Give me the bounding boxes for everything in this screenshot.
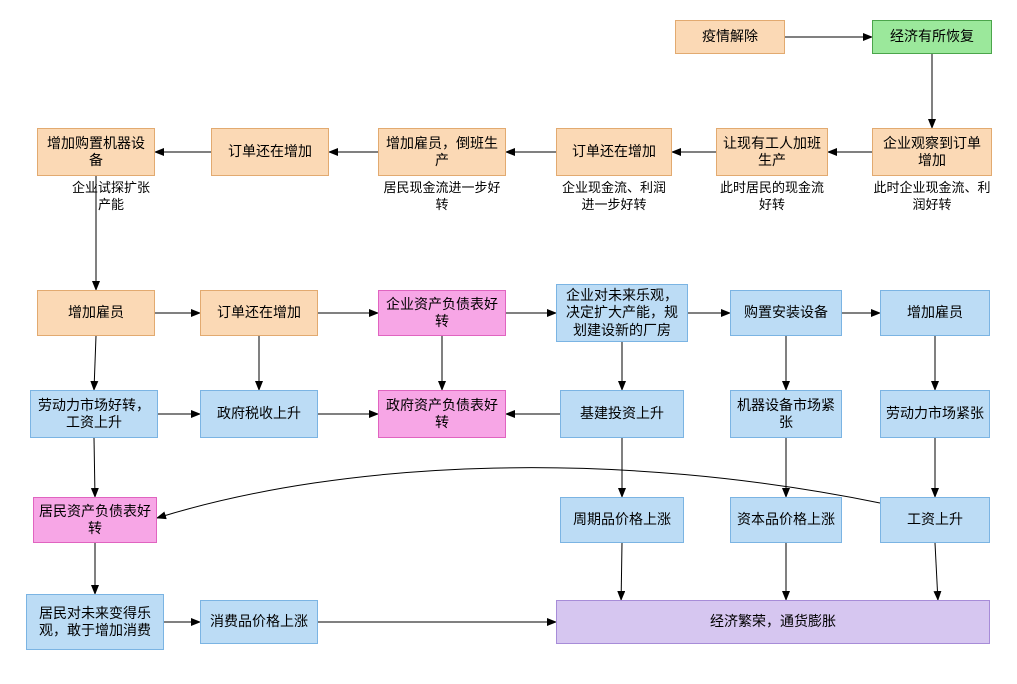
- node-n_optimism: 企业对未来乐观，决定扩大产能，规划建设新的厂房: [556, 284, 688, 342]
- caption-n_more_hire_shift: 居民现金流进一步好转: [378, 180, 506, 214]
- node-n_res_bs: 居民资产负债表好转: [33, 497, 157, 543]
- caption-n_overtime: 此时居民的现金流好转: [716, 180, 828, 214]
- node-n_buy_machine: 增加购置机器设备: [37, 128, 155, 176]
- node-n_tax_up: 政府税收上升: [200, 390, 318, 438]
- edge-13: [94, 336, 96, 390]
- node-n_orders_inc1: 订单还在增加: [556, 128, 672, 176]
- node-n_cycle_price: 周期品价格上涨: [560, 497, 684, 543]
- edge-layer: [0, 0, 1017, 684]
- node-n_cap_price: 资本品价格上涨: [730, 497, 842, 543]
- caption-n_orders_inc1: 企业现金流、利润进一步好转: [556, 180, 672, 214]
- node-n_obs_orders: 企业观察到订单增加: [872, 128, 992, 176]
- node-n_overtime: 让现有工人加班生产: [716, 128, 828, 176]
- node-n_infra_up: 基建投资上升: [560, 390, 684, 438]
- node-n_orders_inc3: 订单还在增加: [200, 290, 318, 336]
- flowchart-canvas: 疫情解除经济有所恢复企业观察到订单增加让现有工人加班生产订单还在增加增加雇员，倒…: [0, 0, 1017, 684]
- node-n_cons_price: 消费品价格上涨: [200, 600, 318, 644]
- edge-29: [621, 543, 622, 600]
- node-n_add_hire1: 增加雇员: [37, 290, 155, 336]
- node-n_corp_bs: 企业资产负债表好转: [378, 290, 506, 336]
- node-n_add_hire2: 增加雇员: [880, 290, 990, 336]
- node-n_res_opt: 居民对未来变得乐观，敢于增加消费: [26, 594, 164, 650]
- node-n_wage_up: 工资上升: [880, 497, 990, 543]
- node-n_labor_up: 劳动力市场好转，工资上升: [30, 390, 158, 438]
- edge-22: [94, 438, 95, 497]
- node-n_boom: 经济繁荣，通货膨胀: [556, 600, 990, 644]
- node-n_orders_inc2: 订单还在增加: [211, 128, 329, 176]
- node-n_epidemic: 疫情解除: [675, 20, 785, 54]
- caption-n_buy_machine: 企业试探扩张产能: [67, 180, 155, 214]
- node-n_more_hire_shift: 增加雇员，倒班生产: [378, 128, 506, 176]
- node-n_mach_mkt: 机器设备市场紧张: [730, 390, 842, 438]
- node-n_install_equip: 购置安装设备: [730, 290, 842, 336]
- node-n_gov_bs: 政府资产负债表好转: [378, 390, 506, 438]
- node-n_recovery: 经济有所恢复: [872, 20, 992, 54]
- node-n_labor_tight: 劳动力市场紧张: [880, 390, 990, 438]
- edge-31: [935, 543, 938, 600]
- caption-n_obs_orders: 此时企业现金流、利润好转: [872, 180, 992, 214]
